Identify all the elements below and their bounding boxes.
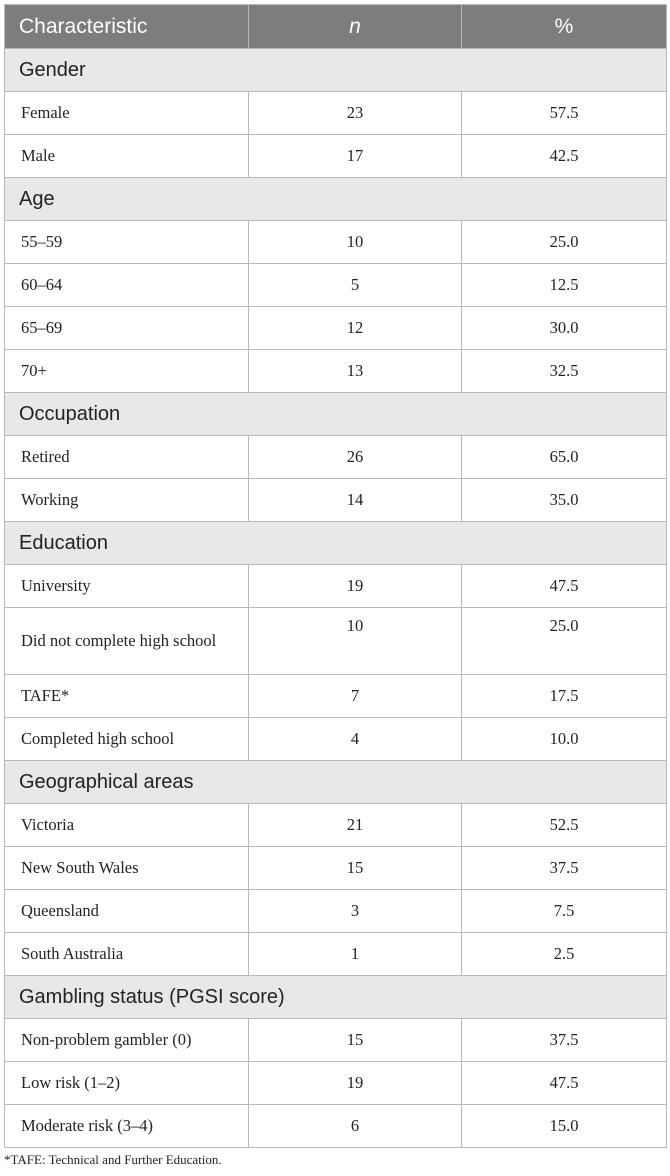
row-label: Queensland <box>4 889 249 933</box>
row-percent: 52.5 <box>461 803 667 847</box>
table-footnote: *TAFE: Technical and Further Education. <box>4 1152 222 1167</box>
row-percent: 65.0 <box>461 435 667 479</box>
row-label: Female <box>4 91 249 135</box>
header-percent: % <box>461 4 667 49</box>
section-row: Gender <box>4 48 667 92</box>
table-row: Did not complete high school 10 25.0 <box>4 607 667 675</box>
table-row: New South Wales 15 37.5 <box>4 846 667 890</box>
row-label: Working <box>4 478 249 522</box>
row-label: TAFE* <box>4 674 249 718</box>
table-row: Non-problem gambler (0) 15 37.5 <box>4 1018 667 1062</box>
row-label: New South Wales <box>4 846 249 890</box>
row-percent: 17.5 <box>461 674 667 718</box>
row-label: Completed high school <box>4 717 249 761</box>
section-row: Education <box>4 521 667 565</box>
section-title: Gambling status (PGSI score) <box>4 975 667 1019</box>
row-label: Retired <box>4 435 249 479</box>
row-percent: 25.0 <box>461 607 667 675</box>
row-n: 10 <box>248 220 462 264</box>
row-percent: 2.5 <box>461 932 667 976</box>
table-row: University 19 47.5 <box>4 564 667 608</box>
row-percent: 10.0 <box>461 717 667 761</box>
row-percent: 37.5 <box>461 846 667 890</box>
row-n: 15 <box>248 846 462 890</box>
table-row: Low risk (1–2) 19 47.5 <box>4 1061 667 1105</box>
section-row: Occupation <box>4 392 667 436</box>
row-label: Moderate risk (3–4) <box>4 1104 249 1148</box>
table-row: Moderate risk (3–4) 6 15.0 <box>4 1104 667 1148</box>
table-row: Female 23 57.5 <box>4 91 667 135</box>
row-label: University <box>4 564 249 608</box>
row-percent: 7.5 <box>461 889 667 933</box>
row-n: 23 <box>248 91 462 135</box>
table-row: Victoria 21 52.5 <box>4 803 667 847</box>
row-label: Non-problem gambler (0) <box>4 1018 249 1062</box>
row-n: 19 <box>248 564 462 608</box>
header-characteristic: Characteristic <box>4 4 249 49</box>
table-row: Retired 26 65.0 <box>4 435 667 479</box>
table-header-row: Characteristic n % <box>4 4 667 49</box>
row-percent: 30.0 <box>461 306 667 350</box>
table-row: 70+ 13 32.5 <box>4 349 667 393</box>
row-n: 6 <box>248 1104 462 1148</box>
row-n: 26 <box>248 435 462 479</box>
row-n: 7 <box>248 674 462 718</box>
row-n: 13 <box>248 349 462 393</box>
row-percent: 47.5 <box>461 1061 667 1105</box>
table-row: South Australia 1 2.5 <box>4 932 667 976</box>
section-title: Education <box>4 521 667 565</box>
table-row: Working 14 35.0 <box>4 478 667 522</box>
row-label: 60–64 <box>4 263 249 307</box>
table-row: Queensland 3 7.5 <box>4 889 667 933</box>
row-label: 55–59 <box>4 220 249 264</box>
section-row: Age <box>4 177 667 221</box>
row-label: 65–69 <box>4 306 249 350</box>
table-row: 55–59 10 25.0 <box>4 220 667 264</box>
row-n: 21 <box>248 803 462 847</box>
row-label: Did not complete high school <box>4 607 249 675</box>
row-n: 10 <box>248 607 462 675</box>
row-percent: 35.0 <box>461 478 667 522</box>
row-n: 5 <box>248 263 462 307</box>
row-label: South Australia <box>4 932 249 976</box>
table-body: Gender Female 23 57.5 Male 17 42.5 Age 55–59 10 25… <box>4 48 667 1148</box>
header-n: n <box>248 4 462 49</box>
row-n: 15 <box>248 1018 462 1062</box>
table-row: 60–64 5 12.5 <box>4 263 667 307</box>
row-percent: 37.5 <box>461 1018 667 1062</box>
row-percent: 47.5 <box>461 564 667 608</box>
table-row: TAFE* 7 17.5 <box>4 674 667 718</box>
row-percent: 12.5 <box>461 263 667 307</box>
row-percent: 32.5 <box>461 349 667 393</box>
section-title: Occupation <box>4 392 667 436</box>
row-n: 12 <box>248 306 462 350</box>
table-row: Completed high school 4 10.0 <box>4 717 667 761</box>
section-title: Geographical areas <box>4 760 667 804</box>
row-percent: 57.5 <box>461 91 667 135</box>
row-label: Low risk (1–2) <box>4 1061 249 1105</box>
table-row: 65–69 12 30.0 <box>4 306 667 350</box>
row-percent: 42.5 <box>461 134 667 178</box>
row-n: 17 <box>248 134 462 178</box>
row-label: Victoria <box>4 803 249 847</box>
row-n: 19 <box>248 1061 462 1105</box>
row-n: 3 <box>248 889 462 933</box>
section-row: Gambling status (PGSI score) <box>4 975 667 1019</box>
section-title: Age <box>4 177 667 221</box>
row-percent: 15.0 <box>461 1104 667 1148</box>
row-n: 14 <box>248 478 462 522</box>
row-label: Male <box>4 134 249 178</box>
row-n: 4 <box>248 717 462 761</box>
demographics-table: Characteristic n % Gender Female 23 57.5 Mal… <box>4 4 667 1148</box>
row-percent: 25.0 <box>461 220 667 264</box>
row-n: 1 <box>248 932 462 976</box>
section-row: Geographical areas <box>4 760 667 804</box>
row-label: 70+ <box>4 349 249 393</box>
section-title: Gender <box>4 48 667 92</box>
table-row: Male 17 42.5 <box>4 134 667 178</box>
